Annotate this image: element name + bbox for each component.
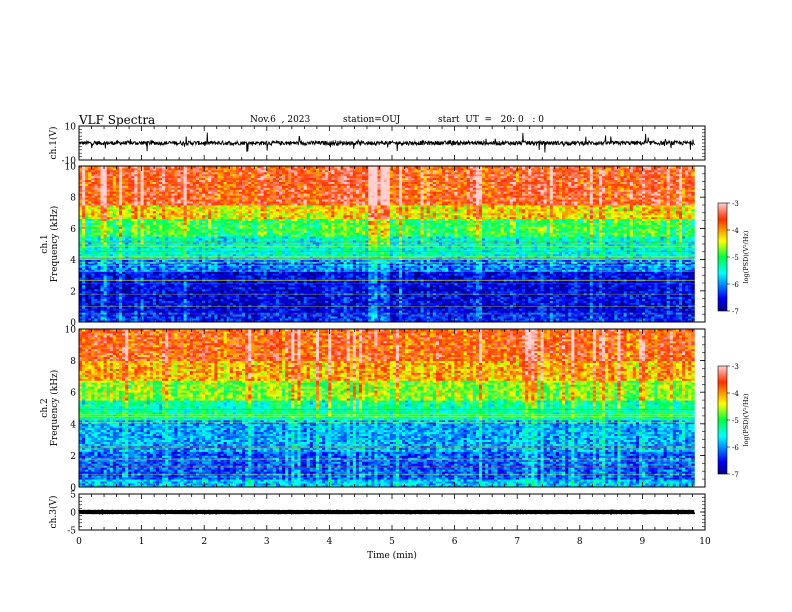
- colorbar-tick-label: -3: [732, 200, 739, 208]
- colorbar-tick-label: -6: [732, 444, 739, 452]
- colorbar-tick-label: -4: [732, 227, 739, 235]
- spectrogram-heatmap-1: [79, 166, 695, 322]
- x-tick-label: 6: [452, 537, 458, 547]
- colorbar-tick-label: -6: [732, 281, 739, 289]
- colorbar-tick-label: -4: [732, 390, 739, 398]
- y-tick-label: 8: [70, 357, 76, 367]
- colorbar-tick-label: -5: [732, 417, 739, 425]
- x-tick-label: 8: [577, 537, 583, 547]
- colorbar-tick-label: -7: [732, 471, 739, 479]
- y-tick-label: 10: [65, 123, 77, 133]
- y-tick-label: 0: [70, 509, 76, 519]
- y-tick-label: 10: [65, 163, 77, 173]
- y-tick-label: 10: [65, 326, 77, 336]
- x-tick-label: 1: [139, 537, 145, 547]
- y-axis-label: Frequency (kHz): [49, 206, 60, 283]
- x-tick-label: 9: [640, 537, 646, 547]
- x-tick-label: 2: [201, 537, 207, 547]
- y-tick-label: 6: [70, 225, 76, 235]
- x-tick-label: 10: [699, 537, 711, 547]
- y-axis-label: ch.1(V): [48, 127, 59, 160]
- x-tick-label: 4: [327, 537, 333, 547]
- y-tick-label: 2: [70, 287, 76, 297]
- y-axis-label: ch.3(V): [48, 496, 59, 529]
- y-axis-label-channel: ch.2: [40, 398, 50, 417]
- y-axis-label: Frequency (kHz): [49, 370, 60, 447]
- spectrogram-heatmap-2: [79, 329, 695, 487]
- x-tick-label: 3: [264, 537, 270, 547]
- colorbar-tick-label: -5: [732, 254, 739, 262]
- y-axis-label-channel: ch.1: [40, 234, 50, 253]
- x-tick-label: 7: [514, 537, 520, 547]
- y-tick-label: 2: [70, 452, 76, 462]
- colorbar-label: log(PSD)(V²/Hz): [742, 230, 750, 283]
- y-tick-label: 5: [70, 491, 76, 501]
- waveform-series-0: [79, 133, 694, 153]
- y-tick-label: 4: [70, 420, 76, 430]
- colorbar-1: [718, 203, 727, 311]
- x-tick-label: 5: [389, 537, 395, 547]
- y-tick-label: 6: [70, 389, 76, 399]
- y-tick-label: 8: [70, 194, 76, 204]
- y-tick-label: 4: [70, 256, 76, 266]
- colorbar-tick-label: -3: [732, 363, 739, 371]
- x-axis-label: Time (min): [367, 550, 417, 561]
- colorbar-label: log(PSD)(V²/Hz): [742, 393, 750, 446]
- colorbar-2: [718, 366, 727, 474]
- y-tick-label: -5: [67, 527, 76, 537]
- x-tick-label: 0: [76, 537, 82, 547]
- colorbar-tick-label: -7: [732, 308, 739, 316]
